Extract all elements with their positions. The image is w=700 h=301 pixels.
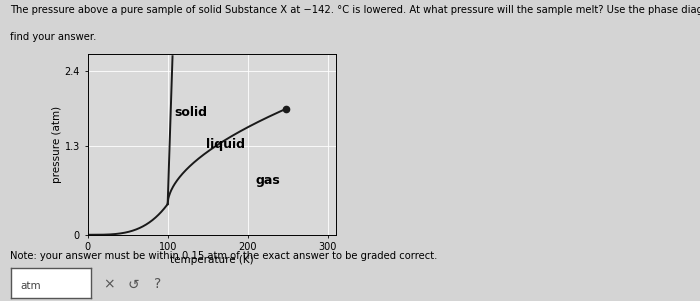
Text: liquid: liquid (206, 138, 245, 150)
Text: The pressure above a pure sample of solid Substance X at −142. °C is lowered. At: The pressure above a pure sample of soli… (10, 5, 700, 14)
Text: ?: ? (154, 278, 161, 291)
Text: ×: × (103, 278, 114, 291)
Text: solid: solid (174, 106, 207, 119)
Y-axis label: pressure (atm): pressure (atm) (52, 106, 62, 183)
Text: ↺: ↺ (127, 278, 139, 291)
Text: find your answer.: find your answer. (10, 32, 97, 42)
Text: gas: gas (256, 174, 281, 187)
Text: Note: your answer must be within 0.15 atm of the exact answer to be graded corre: Note: your answer must be within 0.15 at… (10, 251, 438, 261)
X-axis label: temperature (K): temperature (K) (170, 255, 253, 265)
Text: atm: atm (20, 281, 41, 291)
